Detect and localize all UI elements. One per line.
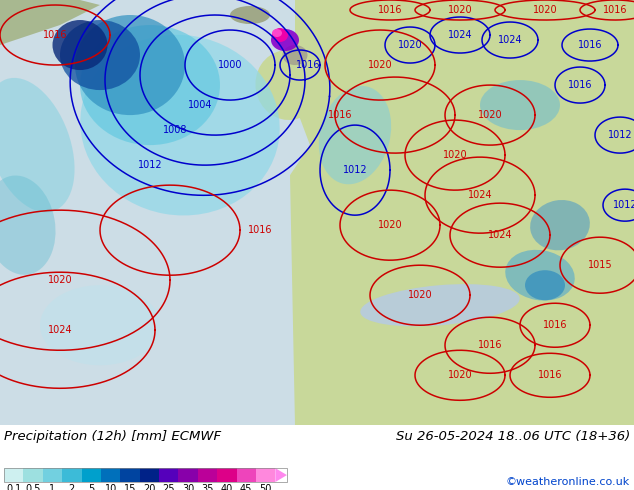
Text: Precipitation (12h) [mm] ECMWF: Precipitation (12h) [mm] ECMWF xyxy=(4,430,221,443)
Text: 1016: 1016 xyxy=(378,5,402,15)
Ellipse shape xyxy=(305,333,395,398)
Bar xyxy=(256,468,275,482)
Ellipse shape xyxy=(60,20,140,90)
Text: 1024: 1024 xyxy=(498,35,522,45)
Bar xyxy=(198,468,217,482)
Text: 1024: 1024 xyxy=(448,30,472,40)
Text: 1020: 1020 xyxy=(398,40,422,50)
Ellipse shape xyxy=(525,270,565,300)
Bar xyxy=(120,468,139,482)
Text: 1012: 1012 xyxy=(343,165,367,175)
Text: 1020: 1020 xyxy=(443,150,467,160)
Ellipse shape xyxy=(283,45,307,65)
Text: 1020: 1020 xyxy=(448,370,472,380)
Ellipse shape xyxy=(256,50,321,120)
Text: 1016: 1016 xyxy=(248,225,272,235)
Text: 1016: 1016 xyxy=(538,370,562,380)
Text: 10: 10 xyxy=(105,484,117,490)
Text: 1016: 1016 xyxy=(578,40,602,50)
Ellipse shape xyxy=(81,35,280,216)
Text: 2: 2 xyxy=(68,484,75,490)
Bar xyxy=(159,468,178,482)
Ellipse shape xyxy=(319,86,391,184)
Bar xyxy=(178,468,198,482)
Text: 1020: 1020 xyxy=(477,110,502,120)
Text: 1008: 1008 xyxy=(163,125,187,135)
Text: 1004: 1004 xyxy=(188,100,212,110)
Ellipse shape xyxy=(40,285,160,365)
Text: 35: 35 xyxy=(202,484,214,490)
Text: 1020: 1020 xyxy=(533,5,557,15)
Text: 1016: 1016 xyxy=(603,5,627,15)
Bar xyxy=(217,468,236,482)
Ellipse shape xyxy=(530,200,590,250)
Text: 1016: 1016 xyxy=(568,80,592,90)
Text: 1020: 1020 xyxy=(48,275,72,285)
Bar xyxy=(139,468,159,482)
Text: 50: 50 xyxy=(259,484,272,490)
Polygon shape xyxy=(290,0,634,425)
Bar xyxy=(4,468,23,482)
Ellipse shape xyxy=(505,250,575,300)
Text: 1016: 1016 xyxy=(543,320,567,330)
Polygon shape xyxy=(315,0,440,135)
Ellipse shape xyxy=(53,20,108,70)
Text: Su 26-05-2024 18..06 UTC (18+36): Su 26-05-2024 18..06 UTC (18+36) xyxy=(396,430,630,443)
Text: 1020: 1020 xyxy=(448,5,472,15)
Ellipse shape xyxy=(75,15,185,115)
Text: 1015: 1015 xyxy=(588,260,612,270)
Text: 1012: 1012 xyxy=(138,160,162,170)
Text: 30: 30 xyxy=(182,484,194,490)
Text: 1024: 1024 xyxy=(48,325,72,335)
Text: 20: 20 xyxy=(143,484,155,490)
Ellipse shape xyxy=(272,28,288,42)
Bar xyxy=(62,468,82,482)
Text: 25: 25 xyxy=(162,484,175,490)
Text: 1016: 1016 xyxy=(478,340,502,350)
Text: 0.5: 0.5 xyxy=(25,484,41,490)
Polygon shape xyxy=(310,0,634,425)
Bar xyxy=(236,468,256,482)
Bar xyxy=(350,380,634,425)
Text: 0.1: 0.1 xyxy=(6,484,22,490)
Text: 45: 45 xyxy=(240,484,252,490)
Ellipse shape xyxy=(272,29,282,37)
Ellipse shape xyxy=(230,6,270,24)
Text: 1000: 1000 xyxy=(217,60,242,70)
Text: 1012: 1012 xyxy=(612,200,634,210)
Bar xyxy=(42,468,62,482)
Bar xyxy=(82,468,101,482)
Text: 1024: 1024 xyxy=(488,230,512,240)
Text: ©weatheronline.co.uk: ©weatheronline.co.uk xyxy=(506,477,630,487)
Ellipse shape xyxy=(480,80,560,130)
Text: 1016: 1016 xyxy=(42,30,67,40)
Text: 1020: 1020 xyxy=(378,220,403,230)
Bar xyxy=(23,468,42,482)
Polygon shape xyxy=(275,468,287,482)
Text: 1016: 1016 xyxy=(328,110,353,120)
Text: 1020: 1020 xyxy=(368,60,392,70)
Text: 1016: 1016 xyxy=(295,60,320,70)
Text: 1020: 1020 xyxy=(408,290,432,300)
Bar xyxy=(101,468,120,482)
Text: 5: 5 xyxy=(88,484,94,490)
Ellipse shape xyxy=(0,175,56,275)
Ellipse shape xyxy=(80,25,220,145)
Bar xyxy=(4,468,287,482)
Text: 1: 1 xyxy=(49,484,56,490)
Ellipse shape xyxy=(271,29,299,51)
Polygon shape xyxy=(0,0,100,45)
Text: 1024: 1024 xyxy=(468,190,493,200)
Ellipse shape xyxy=(0,78,75,212)
Text: 1012: 1012 xyxy=(607,130,632,140)
Text: 15: 15 xyxy=(124,484,136,490)
Text: 40: 40 xyxy=(221,484,233,490)
Ellipse shape xyxy=(360,284,520,326)
